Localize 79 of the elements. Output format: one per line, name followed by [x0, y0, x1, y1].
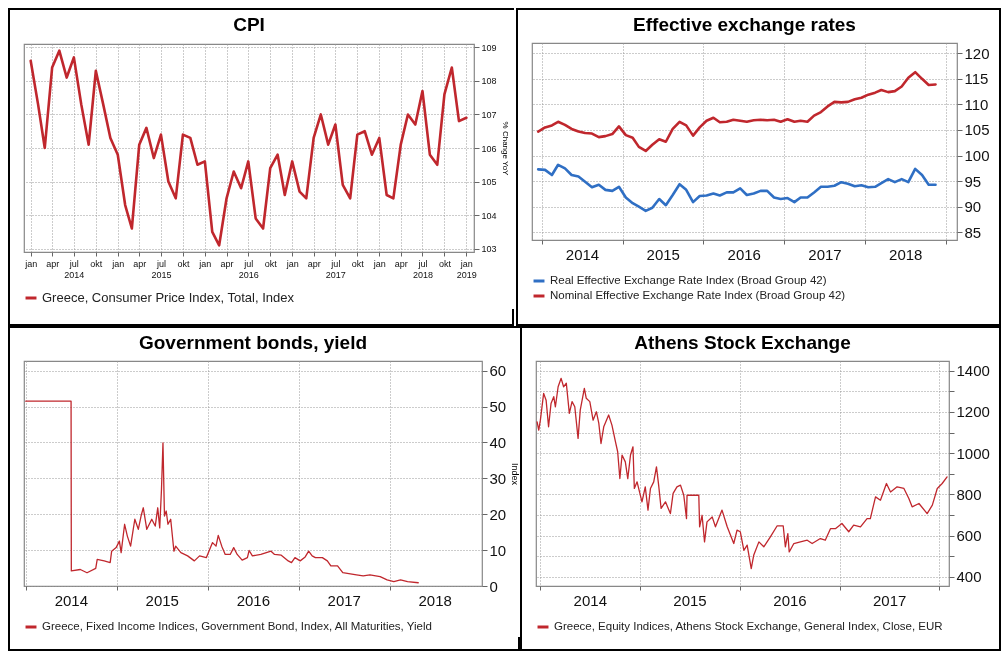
y-tick-label: 400: [956, 568, 982, 586]
legend-label: Real Effective Exchange Rate Index (Broad Group 42): [550, 274, 827, 286]
x-tick-label: okt: [177, 258, 190, 269]
y-tick-label: 95: [964, 172, 982, 190]
x-tick-label: jan 2019: [456, 258, 477, 280]
x-tick-label: jul 2015: [151, 258, 172, 280]
x-tick-label: 2014: [565, 245, 600, 263]
x-tick-label: apr: [133, 258, 147, 269]
chart-title: Athens Stock Exchange: [634, 332, 851, 353]
x-tick-label: jan: [111, 258, 125, 269]
y-tick-label: 50: [489, 398, 507, 416]
x-tick-label: okt: [264, 258, 278, 269]
y-tick-label: 1000: [956, 444, 990, 462]
legend-label: Greece, Consumer Price Index, Total, Index: [42, 290, 295, 305]
x-tick-label: 2018: [889, 245, 923, 263]
x-tick-label: jan: [24, 258, 38, 269]
y-tick-label: 120: [964, 44, 990, 62]
x-tick-label: 2015: [673, 591, 707, 609]
y-tick-label: 107: [481, 109, 497, 120]
y-axis-title: Index: [510, 462, 521, 486]
line-series: [25, 400, 419, 584]
x-tick-label: okt: [438, 258, 452, 269]
y-tick-label: 106: [481, 143, 497, 154]
y-tick-label: 100: [964, 147, 990, 165]
x-tick-label: okt: [351, 258, 365, 269]
y-tick-label: 10: [489, 541, 507, 559]
y-tick-label: 90: [964, 198, 982, 216]
line-series: [29, 49, 468, 247]
x-tick-label: apr: [307, 258, 321, 269]
y-tick-label: 85: [964, 223, 982, 241]
x-tick-label: jul 2017: [325, 258, 346, 280]
x-tick-label: 2014: [54, 591, 89, 609]
x-tick-label: 2016: [236, 591, 271, 609]
x-tick-label: jan: [372, 258, 386, 269]
x-tick-label: apr: [394, 258, 408, 269]
y-tick-label: 105: [481, 177, 497, 188]
x-tick-label: jan: [285, 258, 299, 269]
legend-label: Greece, Fixed Income Indices, Government Bond, Index, All Maturities, Yield: [42, 620, 432, 632]
y-tick-label: 103: [481, 244, 497, 255]
legend-label: Greece, Equity Indices, Athens Stock Exchange, General Index, Close, EUR: [554, 620, 943, 632]
x-tick-label: 2016: [773, 591, 807, 609]
x-tick-label: 2015: [145, 591, 179, 609]
y-tick-label: 30: [489, 469, 507, 487]
y-tick-label: 800: [956, 485, 982, 503]
x-tick-label: jan: [198, 258, 212, 269]
y-tick-label: 110: [964, 95, 989, 113]
y-tick-label: 1200: [956, 403, 990, 421]
x-tick-label: 2017: [872, 591, 907, 609]
y-tick-label: 109: [481, 42, 497, 53]
chart-title: CPI: [233, 14, 265, 36]
y-tick-label: 104: [481, 210, 497, 221]
y-axis-title: % Change YoY: [500, 121, 510, 177]
x-tick-label: jul 2014: [64, 258, 85, 280]
x-tick-label: jul 2018: [412, 258, 433, 280]
y-tick-label: 40: [489, 433, 507, 451]
x-tick-label: okt: [90, 258, 103, 269]
x-tick-label: 2015: [646, 245, 680, 263]
x-tick-label: 2016: [727, 245, 761, 263]
y-tick-label: 108: [481, 76, 497, 87]
y-tick-label: 1400: [956, 362, 990, 380]
legend-label: Nominal Effective Exchange Rate Index (Broad Group 42): [550, 289, 846, 301]
x-tick-label: 2014: [573, 591, 607, 609]
y-tick-label: 0: [489, 577, 498, 595]
y-tick-label: 115: [964, 70, 989, 88]
line-series: [536, 163, 937, 213]
line-series: [536, 70, 937, 153]
y-tick-label: 20: [489, 505, 507, 523]
line-series: [536, 377, 948, 570]
x-tick-label: apr: [220, 258, 234, 269]
x-tick-label: 2017: [327, 591, 361, 609]
y-tick-label: 105: [964, 121, 990, 139]
y-tick-label: 600: [956, 527, 982, 545]
x-tick-label: jul 2016: [238, 258, 259, 280]
x-tick-label: apr: [46, 258, 60, 269]
chart-title: Effective exchange rates: [633, 14, 856, 35]
x-tick-label: 2018: [418, 591, 452, 609]
y-tick-label: 60: [489, 362, 507, 380]
chart-title: Government bonds, yield: [138, 332, 368, 353]
x-tick-label: 2017: [808, 245, 842, 263]
